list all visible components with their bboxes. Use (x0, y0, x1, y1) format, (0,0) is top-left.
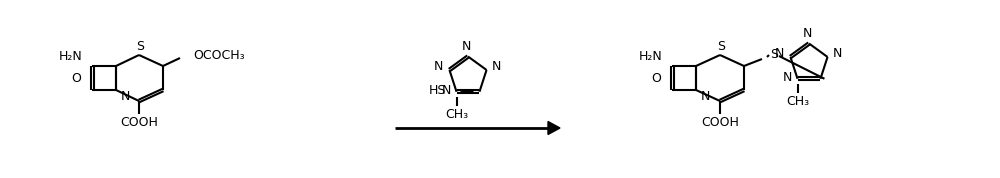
Text: N: N (434, 61, 443, 74)
Text: N: N (701, 90, 710, 103)
Text: N: N (442, 84, 451, 97)
Text: N: N (461, 40, 471, 53)
Text: N: N (492, 61, 501, 74)
Text: COOH: COOH (701, 116, 739, 130)
Text: CH₃: CH₃ (786, 95, 809, 108)
Text: N: N (121, 90, 130, 103)
Text: N: N (833, 48, 842, 61)
Text: S: S (136, 40, 144, 53)
Text: S: S (717, 40, 725, 53)
Text: COOH: COOH (120, 116, 158, 130)
Text: HS: HS (429, 84, 446, 97)
Text: N: N (783, 71, 792, 84)
Text: OCOCH₃: OCOCH₃ (193, 49, 245, 62)
Text: S: S (770, 48, 778, 62)
Text: H₂N: H₂N (639, 51, 663, 64)
Text: N: N (802, 27, 812, 40)
Text: O: O (651, 72, 661, 85)
Polygon shape (548, 122, 560, 135)
Text: CH₃: CH₃ (445, 108, 468, 121)
Text: H₂N: H₂N (59, 51, 83, 64)
Text: N: N (775, 48, 784, 61)
Text: O: O (71, 72, 81, 85)
